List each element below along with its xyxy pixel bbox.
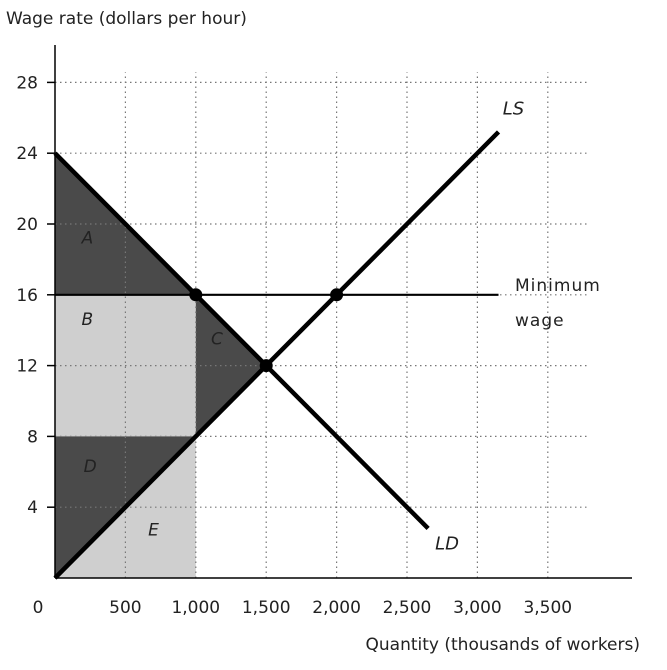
y-tick-label: 16 bbox=[16, 286, 38, 306]
y-tick-label: 12 bbox=[16, 357, 38, 377]
region-d-label: D bbox=[84, 457, 97, 477]
y-axis-label: Wage rate (dollars per hour) bbox=[6, 9, 247, 29]
labels: Wage rate (dollars per hour) Quantity (t… bbox=[6, 9, 640, 655]
x-tick-label: 3,500 bbox=[523, 598, 572, 618]
y-tick-label: 8 bbox=[27, 427, 38, 447]
region-c-label: C bbox=[211, 329, 223, 349]
region-b-label: B bbox=[82, 310, 94, 330]
x-tick-label: 500 bbox=[109, 598, 141, 618]
axes bbox=[47, 45, 632, 579]
intersection-point bbox=[189, 288, 203, 302]
region-a-label: A bbox=[81, 228, 94, 248]
y-tick-label: 24 bbox=[16, 144, 38, 164]
ld-curve-label: LD bbox=[435, 534, 459, 555]
curves bbox=[53, 130, 501, 580]
x-tick-label: 3,000 bbox=[453, 598, 502, 618]
intersection-point bbox=[259, 359, 273, 373]
region-e-label: E bbox=[148, 521, 159, 541]
x-tick-label: 1,000 bbox=[171, 598, 220, 618]
x-tick-label: 1,500 bbox=[242, 598, 291, 618]
x-axis-label: Quantity (thousands of workers) bbox=[366, 635, 640, 655]
ls-curve bbox=[53, 130, 501, 580]
minimum-wage-label-line1: Minimum bbox=[515, 276, 601, 296]
y-tick-label: 20 bbox=[16, 215, 38, 235]
y-tick-label: 4 bbox=[27, 498, 38, 518]
x-tick-label: 2,000 bbox=[312, 598, 361, 618]
y-tick-label: 28 bbox=[16, 73, 38, 93]
origin-label: 0 bbox=[33, 598, 44, 618]
intersection-point bbox=[330, 288, 344, 302]
ld-curve bbox=[53, 151, 430, 531]
x-tick-label: 2,500 bbox=[383, 598, 432, 618]
minimum-wage-label-line2: wage bbox=[515, 311, 565, 331]
ls-curve-label: LS bbox=[503, 98, 524, 119]
